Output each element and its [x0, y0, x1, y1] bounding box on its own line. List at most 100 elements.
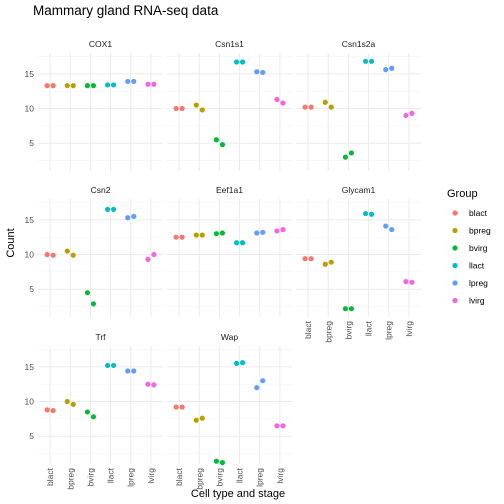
data-point-bvirg	[348, 150, 355, 156]
legend-key-llact	[452, 262, 458, 269]
legend-label-llact: llact	[469, 261, 485, 271]
data-point-lvirg	[145, 381, 151, 387]
data-point-blact	[302, 104, 308, 110]
facet-strip-label: Wap	[221, 332, 238, 342]
data-point-lvirg	[145, 256, 151, 262]
data-point-blact	[179, 234, 185, 240]
y-tick-label: 15	[25, 215, 35, 225]
legend-label-bvirg: bvirg	[469, 243, 488, 253]
y-tick-label: 5	[29, 431, 34, 441]
data-point-lpreg	[383, 223, 389, 229]
data-point-bpreg	[193, 417, 199, 423]
data-point-lpreg	[260, 69, 266, 76]
data-point-bpreg	[64, 248, 70, 254]
data-point-blact	[44, 251, 50, 258]
data-point-llact	[110, 82, 117, 88]
data-point-llact	[104, 362, 111, 369]
data-point-bpreg	[322, 99, 328, 105]
legend-title: Group	[447, 188, 478, 200]
x-tick-label: llact	[235, 467, 245, 483]
data-point-bpreg	[70, 252, 76, 258]
x-tick-label: lpreg	[126, 468, 136, 487]
data-point-lvirg	[409, 279, 415, 285]
legend-key-lpreg	[452, 280, 458, 286]
panel-background	[167, 53, 292, 171]
data-point-blact	[44, 83, 50, 89]
data-point-llact	[239, 59, 246, 65]
data-point-llact	[368, 58, 375, 64]
panel-background	[38, 53, 163, 171]
data-point-lvirg	[403, 112, 409, 119]
facet-strip-label: Csn1s1	[215, 39, 244, 49]
legend-key-bpreg	[452, 227, 458, 234]
panel-background	[38, 346, 163, 464]
facet-strip-label: Csn1s2a	[342, 39, 376, 49]
x-tick-label: blact	[45, 467, 55, 486]
data-point-llact	[104, 82, 111, 88]
facet-panel-wap: Wap blact bpreg bvirg llact lpreg lvirg	[167, 332, 292, 490]
data-point-blact	[179, 404, 185, 410]
data-point-blact	[173, 105, 179, 112]
data-point-lvirg	[145, 81, 151, 87]
facet-panel-eef1a1: Eef1a1	[167, 185, 292, 317]
data-point-bvirg	[84, 409, 91, 415]
facet-panel-csn1s2a: Csn1s2a	[296, 39, 421, 171]
panel-background	[38, 199, 163, 317]
data-point-llact	[239, 240, 246, 246]
facet-panel-cox1: COX1 5 10 15	[25, 39, 163, 171]
y-axis-title: Count	[5, 228, 17, 257]
data-point-blact	[50, 83, 56, 89]
legend-label-lvirg: lvirg	[469, 296, 485, 306]
data-point-llact	[239, 360, 246, 366]
y-tick-label: 5	[29, 138, 34, 148]
data-point-lpreg	[389, 226, 395, 233]
chart-title: Mammary gland RNA-seq data	[33, 3, 219, 18]
data-point-blact	[302, 256, 308, 262]
data-point-blact	[44, 407, 50, 413]
legend-key-lvirg	[452, 297, 458, 304]
data-point-bvirg	[84, 290, 91, 296]
x-tick-label: llact	[106, 467, 116, 483]
x-tick-label: bpreg	[65, 468, 75, 490]
data-point-lvirg	[151, 382, 157, 388]
panel-background	[167, 346, 292, 464]
x-tick-label: bvirg	[85, 468, 95, 487]
facet-panel-csn2: Csn2 5 10 15	[25, 185, 163, 317]
data-point-lpreg	[254, 230, 260, 236]
data-point-llact	[110, 206, 117, 213]
data-point-blact	[50, 407, 56, 414]
data-point-blact	[173, 404, 179, 410]
data-point-lvirg	[280, 226, 286, 233]
facet-strip-label: Eef1a1	[216, 185, 243, 195]
y-tick-label: 10	[25, 397, 35, 407]
legend-label-blact: blact	[469, 208, 488, 218]
y-tick-label: 10	[25, 104, 35, 114]
data-point-bpreg	[70, 83, 76, 89]
panel-background	[296, 53, 421, 171]
facet-strip-label: Csn2	[91, 185, 111, 195]
data-point-lvirg	[151, 81, 157, 87]
data-point-llact	[368, 211, 375, 217]
x-tick-label: lpreg	[384, 321, 394, 340]
x-tick-label: bvirg	[214, 468, 224, 487]
legend-key-bvirg	[452, 245, 458, 251]
data-point-bpreg	[193, 102, 199, 108]
data-point-bpreg	[199, 232, 205, 238]
facet-panels: COX1 5 10 15 Csn1s1 Csn1s2a Csn2 5 10 15 Eef1a1 Gly…	[25, 39, 421, 490]
data-point-llact	[362, 210, 369, 217]
data-point-lvirg	[403, 279, 409, 285]
data-point-llact	[233, 360, 240, 366]
data-point-bvirg	[342, 154, 349, 160]
data-point-blact	[173, 234, 179, 240]
facet-strip-label: Glycam1	[342, 185, 376, 195]
x-tick-label: blact	[303, 320, 313, 339]
y-tick-label: 10	[25, 250, 35, 260]
data-point-lpreg	[389, 65, 395, 71]
data-point-bpreg	[328, 104, 334, 110]
data-point-bvirg	[213, 137, 220, 143]
data-point-lpreg	[125, 78, 131, 85]
data-point-lvirg	[280, 423, 286, 429]
data-point-lvirg	[274, 96, 280, 103]
x-tick-label: bvirg	[343, 321, 353, 340]
